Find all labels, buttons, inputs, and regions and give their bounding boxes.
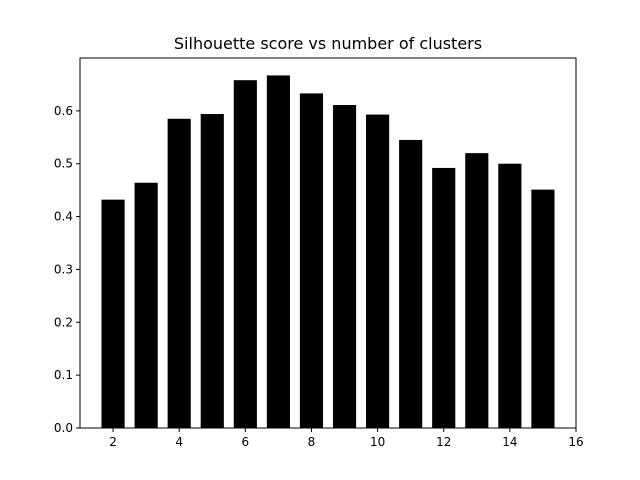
y-tick-label: 0.4: [54, 210, 73, 224]
bar-k-15: [531, 189, 555, 428]
bar-k-11: [399, 139, 423, 428]
y-tick-label: 0.3: [54, 262, 73, 276]
bar-k-8: [299, 93, 324, 429]
bar-k-7: [266, 75, 290, 428]
bar-k-3: [134, 182, 158, 428]
x-axis: 2 4 6 8 10 12 14 16: [109, 428, 584, 449]
y-tick-label: 0.2: [54, 315, 73, 329]
bar-k-12: [432, 167, 456, 428]
x-tick-label: 8: [308, 435, 316, 449]
x-tick-label: 10: [370, 435, 385, 449]
x-tick-label: 16: [568, 435, 583, 449]
bar-k-10: [366, 114, 390, 429]
x-tick-label: 12: [436, 435, 451, 449]
bar-k-14: [498, 163, 522, 428]
bar-k-4: [167, 118, 191, 429]
x-tick-label: 2: [109, 435, 117, 449]
y-axis: 0.0 0.1 0.2 0.3 0.4 0.5 0.6: [54, 104, 80, 435]
bar-k-13: [465, 153, 489, 428]
x-tick-label: 6: [242, 435, 250, 449]
chart-title: Silhouette score vs number of clusters: [174, 34, 482, 53]
bar-k-2: [101, 199, 125, 428]
bar-k-9: [332, 105, 357, 429]
bars: [101, 75, 555, 429]
bar-k-5: [200, 114, 224, 429]
y-tick-label: 0.6: [54, 104, 73, 118]
y-tick-label: 0.5: [54, 157, 73, 171]
y-tick-label: 0.1: [54, 368, 73, 382]
y-tick-label: 0.0: [54, 421, 73, 435]
x-tick-label: 14: [502, 435, 517, 449]
x-tick-label: 4: [175, 435, 183, 449]
bar-k-6: [233, 80, 257, 428]
plot-frame: [79, 57, 577, 429]
